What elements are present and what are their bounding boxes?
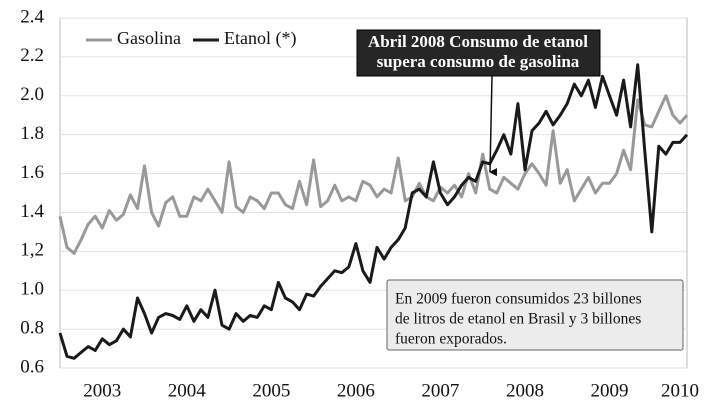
annotation-text: de litros de etanol en Brasil y 3 billon…	[395, 311, 641, 328]
annotation-text: fueron exporados.	[395, 331, 507, 348]
y-tick-label: 1,2	[20, 240, 44, 261]
annotation-text: supera consumo de gasolina	[377, 52, 580, 71]
y-tick-label: 1.4	[20, 201, 44, 222]
y-tick-label: 0.8	[20, 317, 44, 338]
y-tick-label: 0.6	[20, 356, 44, 377]
x-tick-label: 2006	[337, 380, 375, 401]
legend-label: Gasolina	[117, 28, 181, 48]
x-tick-label: 2009	[591, 380, 629, 401]
legend-label: Etanol (*)	[224, 28, 296, 49]
annotation-box	[386, 279, 684, 351]
x-tick-label: 2003	[83, 380, 121, 401]
x-tick-label: 2010	[661, 380, 699, 401]
series-line	[58, 63, 689, 360]
annotation-text: Abril 2008 Consumo de etanol	[368, 32, 588, 51]
x-tick-label: 2008	[506, 380, 544, 401]
y-tick-label: 1.6	[20, 162, 44, 183]
x-tick-label: 2007	[421, 380, 459, 401]
y-tick-label: 2.0	[20, 84, 44, 105]
y-tick-label: 1.8	[20, 123, 44, 144]
annotation-text: En 2009 fueron consumidos 23 billones	[395, 291, 642, 308]
x-tick-label: 2005	[252, 380, 290, 401]
y-tick-label: 2.2	[20, 45, 44, 66]
annotation-arrow	[489, 75, 498, 177]
annotation-box	[356, 29, 601, 77]
series-line	[58, 94, 689, 255]
y-tick-label: 2.4	[20, 6, 44, 27]
x-tick-label: 2004	[168, 380, 207, 401]
y-tick-label: 1.0	[20, 279, 44, 300]
